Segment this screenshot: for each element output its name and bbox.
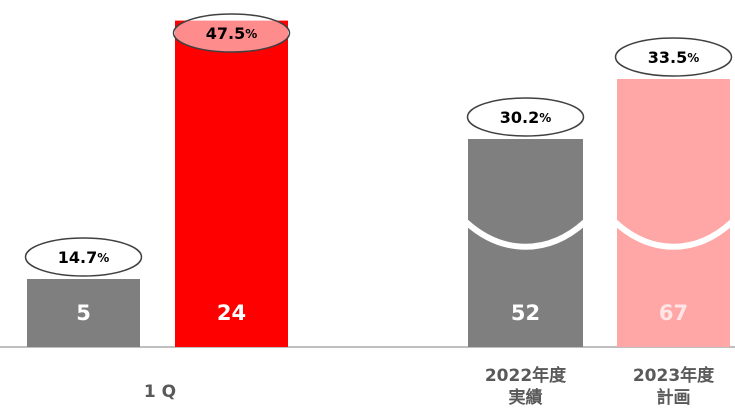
x-tick-label: 2022年度 xyxy=(485,365,567,386)
ratio-label: 47.5% xyxy=(206,24,258,43)
bar xyxy=(617,79,730,347)
ratio-value: 30.2 xyxy=(500,108,539,127)
value-label: 67 xyxy=(659,301,688,325)
value-label: 24 xyxy=(217,301,246,325)
ratio-value: 47.5 xyxy=(206,24,245,43)
x-tick-label: 実績 xyxy=(509,387,543,408)
ratio-label: 14.7% xyxy=(58,248,110,267)
ratio-label: 30.2% xyxy=(500,108,552,127)
ratio-bubble xyxy=(24,237,143,277)
axis-break xyxy=(612,219,735,250)
bar xyxy=(175,20,288,347)
ratio-unit: % xyxy=(245,27,257,41)
ratio-bubble xyxy=(466,97,585,137)
x-tick-label: 2023年度 xyxy=(633,365,715,386)
bar xyxy=(468,139,583,347)
ratio-unit: % xyxy=(539,111,551,125)
x-tick-label: 計画 xyxy=(657,387,691,408)
bar xyxy=(27,279,140,347)
ratio-bubble xyxy=(614,37,733,77)
ratio-label: 33.5% xyxy=(648,48,700,67)
axis-break xyxy=(463,219,588,250)
ratio-value: 33.5 xyxy=(648,48,687,67)
ratio-unit: % xyxy=(97,251,109,265)
ratio-bubble xyxy=(172,13,291,53)
value-label: 52 xyxy=(511,301,540,325)
ratio-unit: % xyxy=(687,51,699,65)
ratio-value: 14.7 xyxy=(58,248,97,267)
value-label: 5 xyxy=(76,301,91,325)
group-label: 1 Q xyxy=(144,382,176,402)
